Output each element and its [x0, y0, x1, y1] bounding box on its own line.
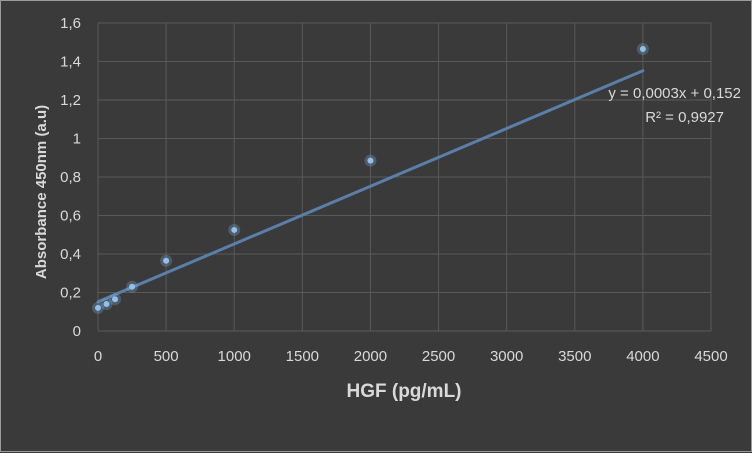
trendline-layer: [96, 69, 645, 304]
x-tick-label: 1000: [218, 348, 251, 365]
data-point: [163, 257, 170, 264]
x-tick-label: 2000: [354, 348, 387, 365]
x-tick-label: 0: [94, 348, 102, 365]
data-point: [112, 296, 119, 303]
x-tick-label: 500: [154, 348, 179, 365]
r-squared-label: R² = 0,9927: [645, 109, 724, 126]
x-tick-label: 2500: [422, 348, 455, 365]
y-axis-title: Absorbance 450nm (a.u): [33, 105, 50, 279]
y-tick-label: 0,8: [60, 169, 81, 186]
y-tick-label: 0,6: [60, 208, 81, 225]
x-tick-label: 3000: [490, 348, 523, 365]
y-tick-label: 1,6: [60, 15, 81, 32]
data-point: [129, 283, 136, 290]
y-axis-ticks: 0 0,2 0,4 0,6 0,8 1 1,2 1,4 1,6: [60, 15, 81, 340]
trendline: [96, 69, 645, 304]
y-tick-label: 1: [73, 131, 81, 148]
data-point: [231, 226, 238, 233]
data-point: [103, 301, 110, 308]
y-tick-label: 1,2: [60, 92, 81, 109]
y-tick-label: 0,4: [60, 246, 81, 263]
data-point: [639, 45, 646, 52]
data-point: [367, 157, 374, 164]
y-tick-label: 0,2: [60, 285, 81, 302]
y-tick-label: 1,4: [60, 54, 81, 71]
trendline-equation: y = 0,0003x + 0,152: [608, 85, 741, 102]
x-tick-label: 4500: [694, 348, 727, 365]
x-tick-label: 1500: [286, 348, 319, 365]
grid-lines: [97, 22, 712, 332]
x-axis-ticks: 0 500 1000 1500 2000 2500 3000 3500 4000 4500: [94, 348, 728, 365]
x-tick-label: 3500: [558, 348, 591, 365]
x-tick-label: 4000: [626, 348, 659, 365]
data-point: [95, 304, 101, 311]
data-points: [92, 42, 649, 314]
y-tick-label: 0: [73, 323, 81, 340]
x-axis-title: HGF (pg/mL): [346, 381, 461, 402]
